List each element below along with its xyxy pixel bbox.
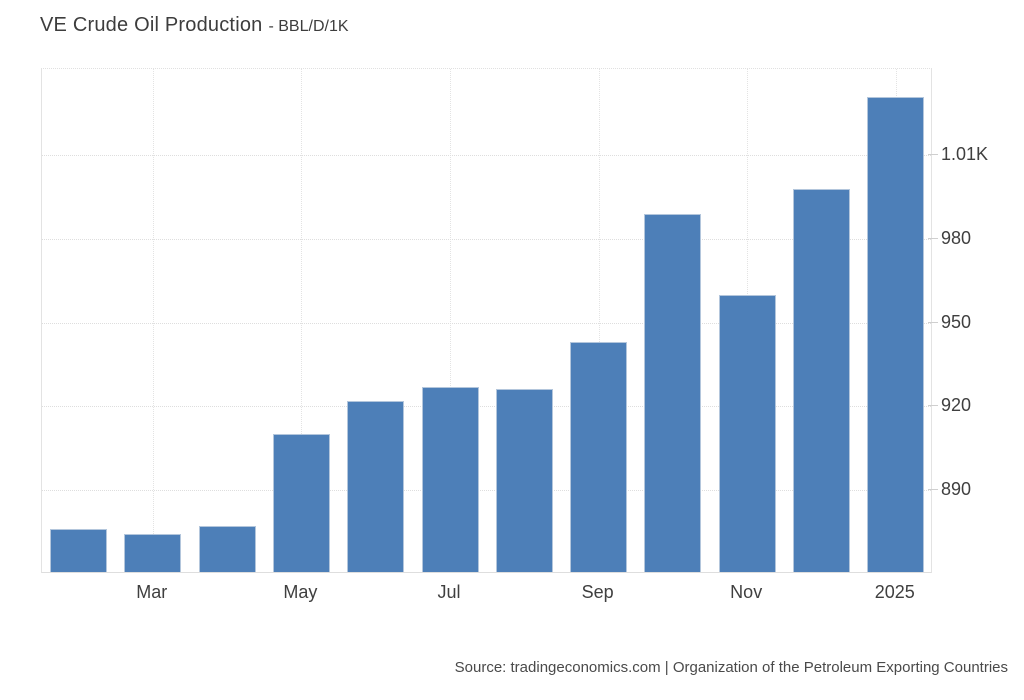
- bar-mar-2024[interactable]: [124, 534, 182, 572]
- h-gridline: [42, 238, 931, 240]
- y-axis-tick-label: 920: [941, 395, 972, 416]
- y-axis-tick-label: 950: [941, 311, 972, 332]
- bar-feb-2024[interactable]: [50, 529, 107, 572]
- bar-apr-2024[interactable]: [198, 526, 256, 572]
- bar-sep-2024[interactable]: [570, 342, 628, 572]
- bar-dec-2024[interactable]: [793, 189, 850, 572]
- plot-area: [41, 68, 932, 573]
- y-axis-tick-label: 890: [941, 478, 972, 499]
- bar-jan-2025[interactable]: [867, 97, 925, 572]
- bar-oct-2024[interactable]: [644, 214, 702, 572]
- bar-jun-2024[interactable]: [347, 401, 405, 572]
- x-axis-tick-label: Sep: [581, 582, 614, 602]
- y-axis-tick: [928, 321, 938, 323]
- bar-may-2024[interactable]: [272, 434, 330, 572]
- bar-aug-2024[interactable]: [495, 389, 553, 572]
- h-gridline: [42, 406, 931, 408]
- v-gridline: [301, 69, 303, 572]
- y-axis-tick: [928, 154, 938, 156]
- v-gridline: [598, 69, 600, 572]
- x-axis-tick-label: May: [283, 582, 318, 602]
- y-axis-tick-label: 1.01K: [941, 144, 989, 165]
- source-attribution: Source: tradingeconomics.com | Organizat…: [454, 659, 1008, 676]
- chart-title: VE Crude Oil Production - BBL/D/1K: [40, 14, 349, 37]
- x-axis-tick-label: Nov: [730, 582, 763, 602]
- chart-title-unit: - BBL/D/1K: [268, 18, 349, 35]
- bar-jul-2024[interactable]: [421, 387, 479, 572]
- y-axis-tick: [928, 237, 938, 239]
- y-axis-tick: [928, 405, 938, 407]
- v-gridline: [450, 69, 451, 572]
- x-axis-tick-label: Jul: [437, 582, 461, 602]
- h-gridline: [42, 155, 931, 157]
- x-axis-tick-label: Mar: [136, 582, 168, 602]
- bar-nov-2024[interactable]: [718, 295, 776, 572]
- y-axis-tick: [928, 488, 938, 490]
- y-axis-tick-label: 980: [941, 227, 972, 248]
- h-gridline: [42, 322, 931, 324]
- h-gridline: [42, 489, 931, 491]
- x-axis-tick-label: 2025: [874, 582, 915, 602]
- chart-title-text: VE Crude Oil Production: [40, 14, 263, 36]
- v-gridline: [152, 69, 154, 572]
